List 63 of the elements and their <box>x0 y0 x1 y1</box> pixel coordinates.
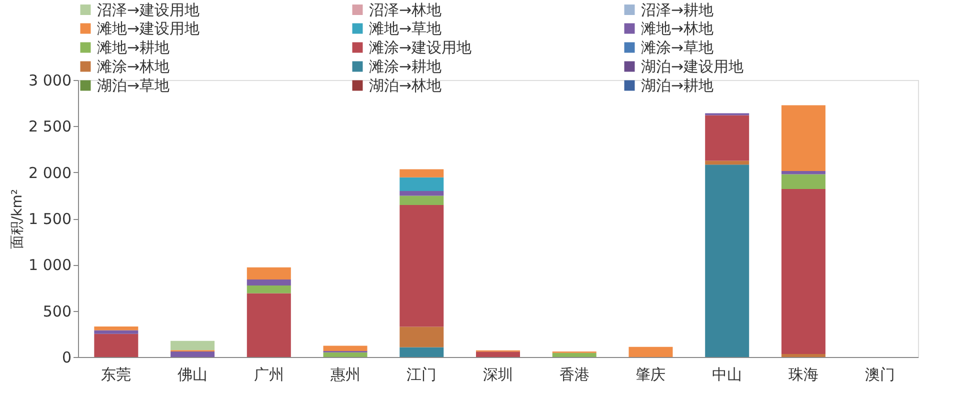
x-tick-label: 深圳 <box>483 366 513 384</box>
bar <box>400 177 444 191</box>
bar <box>628 346 673 357</box>
legend-label: 湖泊→耕地 <box>641 76 714 94</box>
bar <box>781 174 826 189</box>
bar <box>400 347 444 357</box>
x-tick-label: 惠州 <box>329 366 360 384</box>
bar <box>476 352 520 357</box>
bar <box>552 352 596 357</box>
bar <box>246 267 291 280</box>
legend-label: 沼泽→林地 <box>369 0 442 19</box>
legend-label: 沼泽→耕地 <box>641 0 714 19</box>
y-tick-label: 0 <box>62 348 72 366</box>
x-tick-label: 澳门 <box>864 366 895 384</box>
x-tick-label: 东莞 <box>101 366 132 384</box>
x-tick-label: 广州 <box>254 366 284 384</box>
legend-label: 滩地→建设用地 <box>97 20 200 38</box>
bar <box>170 340 215 350</box>
legend-label: 湖泊→草地 <box>97 76 170 94</box>
legend-label: 滩涂→草地 <box>641 38 714 56</box>
legend-label: 湖泊→林地 <box>369 76 442 94</box>
legend-label: 滩地→耕地 <box>97 38 170 56</box>
legend-label: 滩涂→林地 <box>97 58 170 76</box>
legend-label: 滩涂→耕地 <box>369 58 442 76</box>
bar <box>400 169 444 178</box>
bar <box>705 115 750 161</box>
bar <box>170 351 215 357</box>
y-tick-label: 3 000 <box>28 72 72 90</box>
bar <box>400 205 444 327</box>
bar <box>323 346 368 351</box>
bar <box>781 188 826 354</box>
bar <box>705 164 750 357</box>
bar <box>323 352 368 357</box>
y-tick-label: 1 000 <box>28 256 72 274</box>
bar <box>400 190 444 196</box>
x-tick-label: 珠海 <box>788 366 818 384</box>
bar <box>781 105 826 172</box>
legend-label: 滩地→草地 <box>369 20 442 38</box>
bar <box>246 279 291 286</box>
legend-label: 滩涂→建设用地 <box>369 38 472 56</box>
bar <box>94 334 138 357</box>
x-tick-label: 中山 <box>712 366 742 384</box>
legend-label: 湖泊→建设用地 <box>641 58 744 76</box>
bar <box>246 293 291 357</box>
bar <box>94 330 138 334</box>
bar <box>400 326 444 348</box>
bar <box>705 160 750 165</box>
bar <box>94 326 138 330</box>
x-tick-label: 肇庆 <box>636 366 666 384</box>
y-tick-label: 2 500 <box>28 118 72 136</box>
x-tick-label: 江门 <box>406 366 437 384</box>
x-tick-label: 香港 <box>559 366 590 384</box>
legend-label: 沼泽→建设用地 <box>97 0 200 19</box>
legend-label: 滩地→林地 <box>641 20 714 38</box>
bar <box>781 354 826 357</box>
bar <box>400 196 444 206</box>
x-tick-label: 佛山 <box>178 366 208 384</box>
y-axis-title: 面积/km² <box>10 188 26 250</box>
bar <box>781 171 826 174</box>
bar <box>246 285 291 294</box>
y-tick-label: 1 500 <box>28 210 72 228</box>
y-tick-label: 2 000 <box>28 164 72 182</box>
y-tick-label: 500 <box>42 302 72 320</box>
